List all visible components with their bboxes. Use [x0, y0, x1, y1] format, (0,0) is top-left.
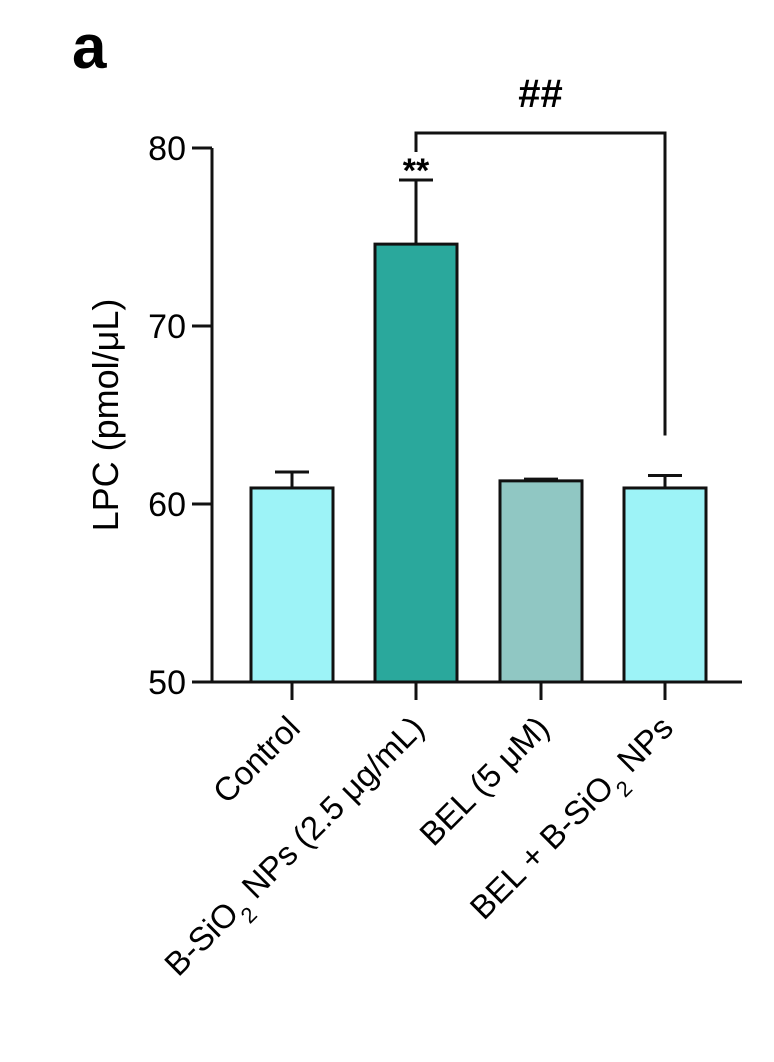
y-axis-title: LPC (pmol/μL) [85, 299, 126, 532]
comparison-bracket [414, 131, 667, 436]
panel-label: a [72, 13, 107, 82]
y-tick-label: 60 [148, 486, 186, 524]
y-tick-label: 50 [148, 664, 186, 702]
bar [249, 486, 335, 684]
bar [622, 486, 708, 684]
y-tick-label: 70 [148, 308, 186, 346]
x-tick-label: B-SiO2 NPs (2.5 μg/mL) [157, 709, 438, 990]
y-tick-label: 80 [148, 130, 186, 168]
bar [373, 242, 459, 684]
bar [498, 479, 584, 684]
x-tick-label: Control [206, 709, 307, 810]
comparison-label: ## [518, 72, 563, 116]
significance-marker: ** [403, 152, 430, 190]
